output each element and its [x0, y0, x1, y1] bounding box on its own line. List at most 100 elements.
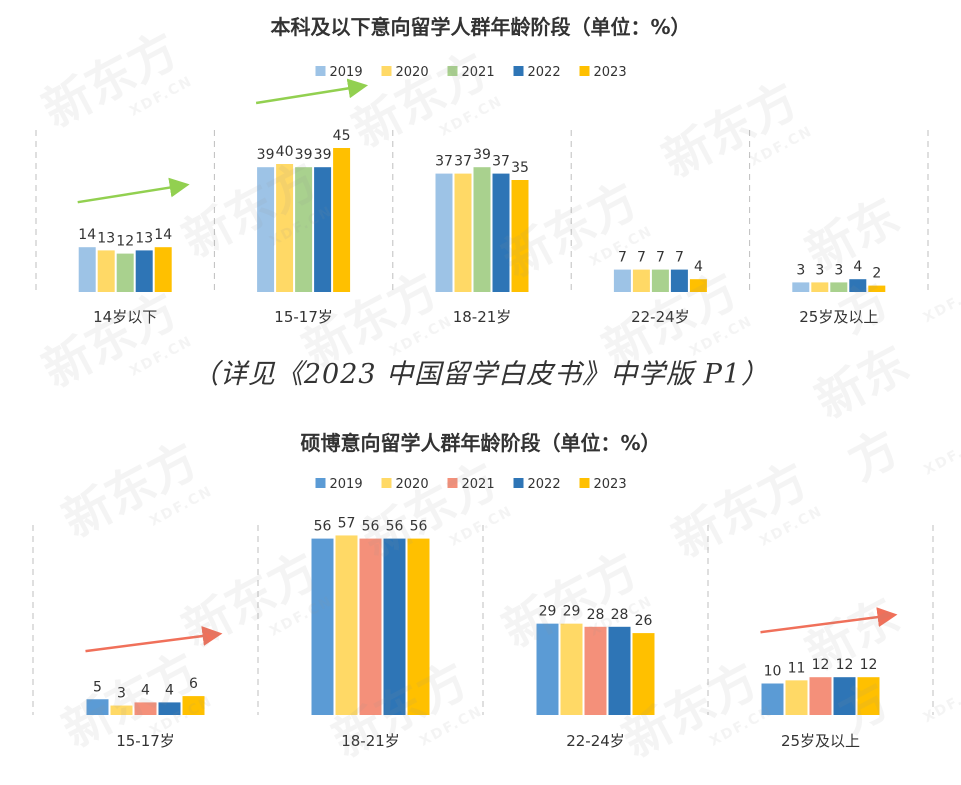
data-label: 39 — [314, 147, 332, 163]
data-label: 13 — [97, 230, 115, 246]
data-label: 11 — [788, 660, 806, 676]
trend-arrow — [85, 626, 223, 653]
bar — [473, 167, 491, 292]
bar — [257, 167, 275, 292]
category-label: 25岁及以上 — [781, 732, 860, 750]
data-label: 56 — [362, 519, 380, 535]
trend-arrow — [760, 607, 898, 634]
legend-label: 2022 — [528, 477, 561, 492]
bar — [849, 279, 867, 292]
chart-panel-undergraduate: 本科及以下意向留学人群年龄阶段（单位：%） 2019 2020 2021 2022 202… — [18, 0, 943, 330]
bar — [276, 164, 294, 292]
data-label: 2 — [872, 266, 881, 282]
data-label: 28 — [611, 607, 629, 623]
bar — [809, 677, 832, 715]
data-label: 4 — [141, 682, 150, 698]
legend-label: 2023 — [594, 65, 627, 80]
bar — [97, 250, 115, 292]
legend-label: 2020 — [396, 477, 429, 492]
category-label: 15-17岁 — [116, 732, 175, 750]
data-label: 29 — [563, 604, 581, 620]
chart-graduate: 硕博意向留学人群年龄阶段（单位：%） 2019 2020 2021 2022 2023 5 3… — [32, 431, 934, 750]
bar — [158, 702, 181, 715]
data-label: 12 — [812, 657, 830, 673]
bar — [116, 253, 134, 292]
data-label: 12 — [836, 657, 854, 673]
bar — [314, 167, 332, 292]
bar — [608, 626, 631, 715]
bar — [78, 247, 96, 292]
data-label: 37 — [454, 154, 472, 170]
category-label: 22-24岁 — [631, 308, 690, 326]
data-label: 7 — [618, 250, 627, 266]
data-label: 56 — [314, 519, 332, 535]
data-label: 3 — [834, 262, 843, 278]
data-label: 14 — [78, 227, 96, 243]
legend-label: 2021 — [462, 65, 495, 80]
bar — [335, 535, 358, 715]
category-label: 14岁以下 — [93, 308, 157, 326]
data-label: 40 — [276, 144, 294, 160]
bar — [584, 626, 607, 715]
bar — [560, 623, 583, 715]
data-label: 39 — [473, 147, 491, 163]
bar — [311, 538, 334, 715]
data-label: 10 — [764, 664, 782, 680]
bar — [182, 696, 205, 715]
bar — [868, 285, 886, 292]
data-label: 12 — [116, 234, 134, 250]
legend-swatch — [315, 478, 326, 488]
legend-swatch — [579, 66, 590, 76]
bar — [785, 680, 808, 715]
data-label: 7 — [675, 250, 684, 266]
data-label: 37 — [492, 154, 510, 170]
bar — [632, 633, 655, 715]
data-label: 37 — [435, 154, 453, 170]
bar — [536, 623, 559, 715]
legend-label: 2020 — [396, 65, 429, 80]
bar — [86, 699, 109, 715]
category-label: 18-21岁 — [341, 732, 400, 750]
data-label: 5 — [93, 679, 102, 695]
bar — [383, 538, 406, 715]
data-label: 3 — [815, 262, 824, 278]
data-label: 35 — [511, 160, 529, 176]
data-label: 4 — [165, 682, 174, 698]
category-label: 15-17岁 — [274, 308, 333, 326]
chart-undergraduate: 本科及以下意向留学人群年龄阶段（单位：%） 2019 2020 2021 2022 202… — [35, 15, 929, 326]
legend-label: 2023 — [594, 477, 627, 492]
data-label: 14 — [154, 227, 172, 243]
data-label: 3 — [796, 262, 805, 278]
legend-label: 2019 — [330, 65, 363, 80]
bar — [857, 677, 880, 715]
bar — [359, 538, 382, 715]
data-label: 7 — [637, 250, 646, 266]
bar — [651, 269, 669, 292]
data-label: 26 — [635, 613, 653, 629]
trend-arrow — [77, 177, 190, 204]
legend-label: 2019 — [330, 477, 363, 492]
legend-swatch — [513, 66, 524, 76]
legend-label: 2022 — [528, 65, 561, 80]
bar — [632, 269, 650, 292]
data-label: 3 — [117, 686, 126, 702]
data-label: 45 — [333, 128, 351, 144]
category-label: 22-24岁 — [566, 732, 625, 750]
data-label: 4 — [853, 259, 862, 275]
category-label: 25岁及以上 — [799, 308, 878, 326]
category-label: 18-21岁 — [453, 308, 512, 326]
data-label: 28 — [587, 607, 605, 623]
bar — [811, 282, 829, 292]
legend-swatch — [513, 478, 524, 488]
bar — [333, 148, 351, 292]
bar — [154, 247, 172, 292]
legend-swatch — [579, 478, 590, 488]
bar — [830, 282, 848, 292]
data-label: 4 — [694, 259, 703, 275]
bar — [454, 173, 472, 292]
bar — [511, 180, 529, 292]
bar — [761, 683, 784, 715]
legend-swatch — [381, 66, 392, 76]
data-label: 39 — [257, 147, 275, 163]
trend-arrow — [255, 78, 369, 105]
